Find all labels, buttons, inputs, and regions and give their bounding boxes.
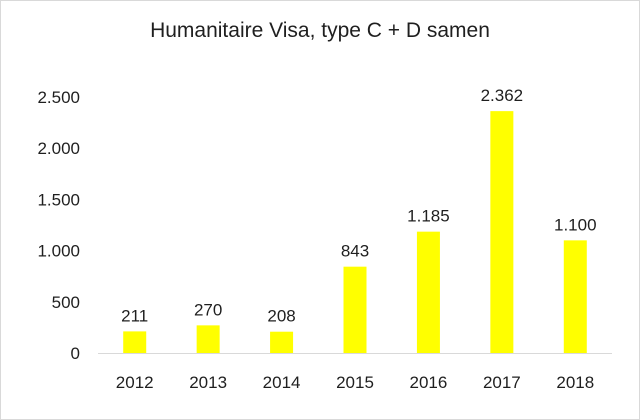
x-tick-label: 2018	[556, 373, 594, 392]
bar	[123, 331, 147, 353]
y-tick-label: 500	[52, 293, 80, 312]
y-axis-ticks: 0 500 1.000 1.500 2.000 2.500	[37, 88, 80, 363]
data-label: 1.100	[554, 215, 597, 234]
x-tick-label: 2016	[410, 373, 448, 392]
x-tick-label: 2015	[336, 373, 374, 392]
data-label: 843	[341, 242, 369, 261]
x-tick-label: 2012	[116, 373, 154, 392]
category-labels: 2012 2013 2014 2015 2016 2017 2018	[116, 373, 594, 392]
x-tick-label: 2013	[189, 373, 227, 392]
x-tick-label: 2017	[483, 373, 521, 392]
chart-title: Humanitaire Visa, type C + D samen	[150, 19, 490, 42]
y-tick-label: 0	[71, 344, 80, 363]
bar	[270, 331, 294, 353]
y-tick-label: 2.000	[37, 139, 80, 158]
y-tick-label: 1.000	[37, 242, 80, 261]
bar	[563, 240, 587, 353]
bar	[416, 231, 440, 353]
data-label: 2.362	[481, 86, 524, 105]
y-tick-label: 2.500	[37, 88, 80, 107]
data-label: 208	[267, 307, 295, 326]
x-tick-label: 2014	[263, 373, 301, 392]
bar	[490, 111, 514, 354]
bar	[343, 266, 367, 353]
data-labels: 211 270 208 843 1.185 2.362 1.100	[121, 86, 596, 326]
data-label: 211	[121, 306, 148, 325]
bars	[123, 111, 587, 354]
data-label: 270	[194, 300, 222, 319]
y-tick-label: 1.500	[37, 190, 80, 209]
bar	[196, 325, 220, 353]
data-label: 1.185	[407, 207, 450, 226]
